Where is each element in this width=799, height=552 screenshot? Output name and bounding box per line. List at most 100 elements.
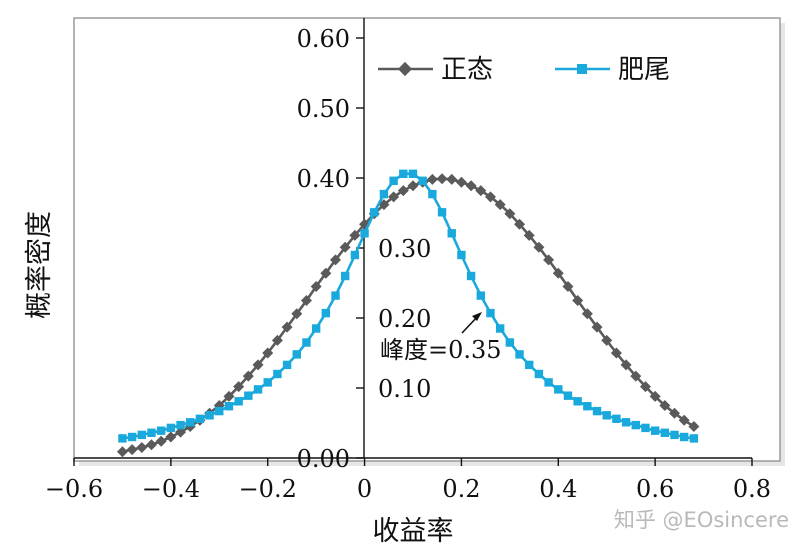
data-point — [281, 321, 293, 333]
data-point — [689, 434, 699, 443]
data-point — [244, 391, 253, 400]
data-point — [321, 308, 331, 318]
data-point — [563, 391, 573, 400]
data-point — [523, 229, 535, 241]
data-point — [476, 291, 485, 300]
y-tick-label: 0.60 — [297, 25, 350, 53]
data-point — [136, 442, 148, 453]
y-tick-label: 0.10 — [378, 375, 431, 403]
data-point — [534, 369, 544, 379]
legend-marker-fat-tail — [577, 64, 587, 74]
data-point — [447, 229, 456, 238]
data-point — [339, 241, 351, 253]
x-axis-title: 收益率 — [373, 516, 454, 547]
data-point — [649, 390, 661, 402]
data-point — [475, 185, 487, 197]
data-point — [176, 420, 185, 430]
data-point — [205, 411, 214, 420]
data-point — [455, 176, 467, 188]
legend-label-fat-tail: 肥尾 — [618, 55, 670, 85]
x-tick-label: 0.2 — [442, 475, 480, 503]
y-tick-label: 0.00 — [297, 445, 350, 473]
data-point — [379, 189, 389, 199]
data-point — [292, 350, 301, 359]
data-point — [291, 308, 303, 320]
data-point — [233, 381, 245, 393]
data-point — [399, 169, 408, 178]
data-point — [389, 176, 398, 185]
data-point — [669, 407, 681, 419]
data-point — [320, 267, 332, 279]
data-point — [631, 420, 640, 430]
data-point — [310, 281, 322, 292]
data-point — [408, 169, 418, 178]
data-point — [494, 199, 506, 211]
data-point — [195, 414, 205, 423]
y-ticks: 0.00 0.10 0.20 0.30 0.40 0.50 0.60 — [297, 25, 432, 473]
data-point — [186, 418, 195, 427]
data-point — [495, 324, 505, 333]
data-point — [641, 423, 650, 433]
data-point — [659, 400, 671, 411]
data-point — [620, 359, 632, 371]
data-point — [621, 418, 631, 427]
data-point — [544, 378, 553, 387]
y-axis-title: 概率密度 — [24, 211, 55, 319]
data-point — [525, 360, 534, 370]
x-tick-label: 0.6 — [636, 475, 674, 503]
data-point — [215, 406, 224, 416]
data-point — [127, 432, 137, 442]
data-point — [418, 176, 427, 185]
data-point — [137, 430, 146, 440]
data-point — [591, 321, 603, 333]
data-point — [145, 439, 157, 451]
y-tick-label: 0.20 — [378, 305, 431, 333]
x-tick-label: −0.6 — [45, 475, 103, 503]
data-point — [437, 208, 447, 217]
data-point — [126, 444, 138, 456]
data-point — [678, 414, 690, 426]
data-point — [552, 267, 564, 279]
data-point — [263, 378, 272, 387]
series-1 — [118, 169, 699, 443]
legend-marker-normal — [397, 61, 413, 77]
data-point — [282, 360, 292, 370]
data-point — [253, 385, 263, 394]
data-point — [155, 435, 167, 447]
legend-item-fat-tail: 肥尾 — [555, 55, 670, 85]
data-point — [331, 291, 340, 300]
data-point — [271, 334, 283, 346]
data-point — [234, 397, 243, 406]
data-point — [407, 180, 419, 192]
legend-item-normal: 正态 — [378, 55, 493, 85]
data-point — [262, 347, 274, 359]
data-point — [670, 430, 679, 440]
data-point — [242, 370, 254, 382]
y-tick-label: 0.30 — [378, 235, 431, 263]
data-point — [224, 402, 234, 411]
x-tick-label: 0.8 — [733, 475, 771, 503]
data-point — [118, 434, 127, 443]
x-tick-label: −0.2 — [239, 475, 297, 503]
data-point — [428, 189, 437, 199]
annotation-text: 峰度=0.35 — [380, 336, 502, 364]
data-point — [562, 281, 574, 292]
legend-label-normal: 正态 — [441, 55, 493, 85]
data-point — [147, 428, 156, 437]
data-point — [302, 338, 311, 347]
data-point — [465, 180, 477, 192]
data-point — [554, 385, 563, 394]
y-tick-label: 0.40 — [297, 165, 350, 193]
data-point — [350, 250, 360, 260]
data-point — [341, 271, 350, 281]
plot-frame — [73, 17, 781, 462]
data-point — [660, 428, 670, 437]
data-point — [612, 414, 621, 423]
data-point — [486, 308, 495, 318]
data-point — [446, 173, 458, 185]
watermark: 知乎 @EOsincere — [613, 508, 789, 532]
data-point — [572, 295, 584, 306]
x-tick-label: 0 — [357, 475, 372, 503]
data-point — [156, 426, 166, 435]
